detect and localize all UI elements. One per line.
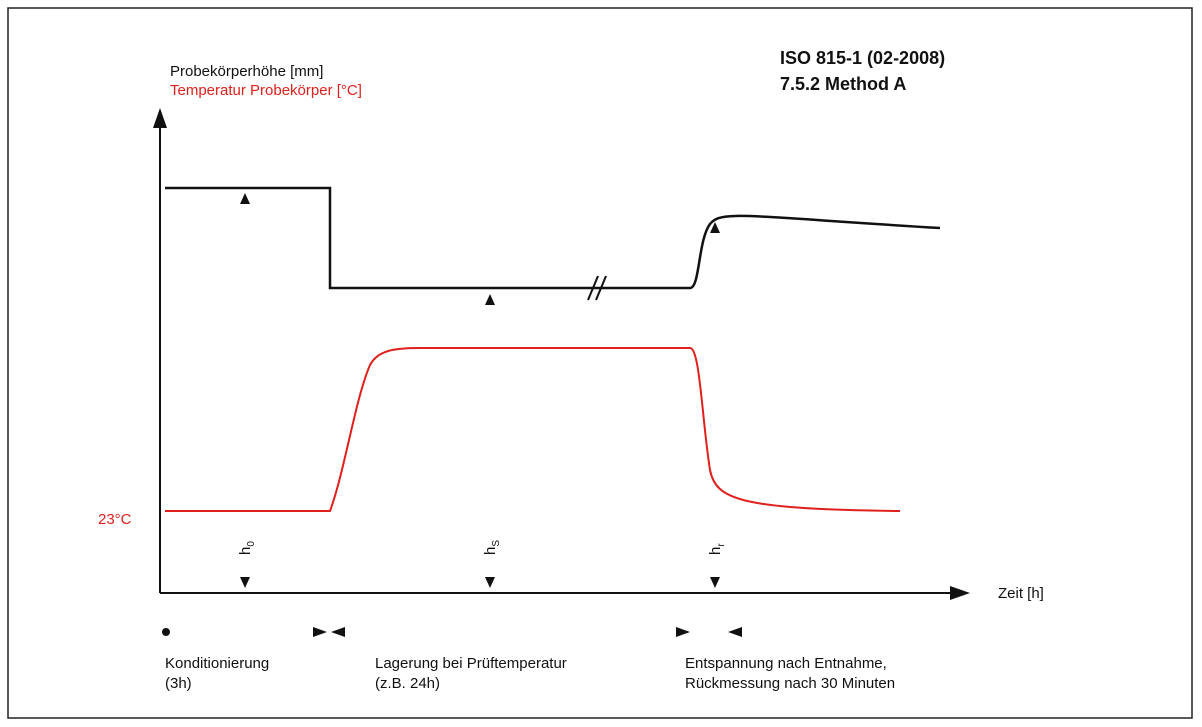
phase-label: Lagerung bei Prüftemperatur: [375, 655, 567, 672]
temp-reference: 23°C: [98, 511, 132, 528]
standard-method: 7.5.2 Method A: [780, 74, 906, 94]
phase-label: Rückmessung nach 30 Minuten: [685, 675, 895, 692]
break-mark: [587, 275, 607, 301]
height-labels: h0 hS hr: [237, 540, 727, 555]
phase-label: (z.B. 24h): [375, 675, 440, 692]
temperature-curve: [165, 347, 901, 512]
height-label: hS: [482, 540, 502, 555]
phase-label: Entspannung nach Entnahme,: [685, 655, 887, 672]
axes: [153, 108, 970, 600]
standard-title: ISO 815-1 (02-2008): [780, 48, 945, 68]
y-axis-label-temp: Temperatur Probekörper [°C]: [170, 82, 362, 99]
frame: [7, 7, 1193, 719]
height-curve: [165, 186, 941, 290]
phase-label: Konditionierung: [165, 655, 269, 672]
phase-label: (3h): [165, 675, 192, 692]
x-axis-label: Zeit [h]: [998, 585, 1044, 602]
measure-arrows: [162, 193, 742, 637]
height-label: h0: [237, 541, 257, 555]
height-label: hr: [707, 543, 727, 555]
y-axis-label: Probekörperhöhe [mm]: [170, 63, 323, 80]
